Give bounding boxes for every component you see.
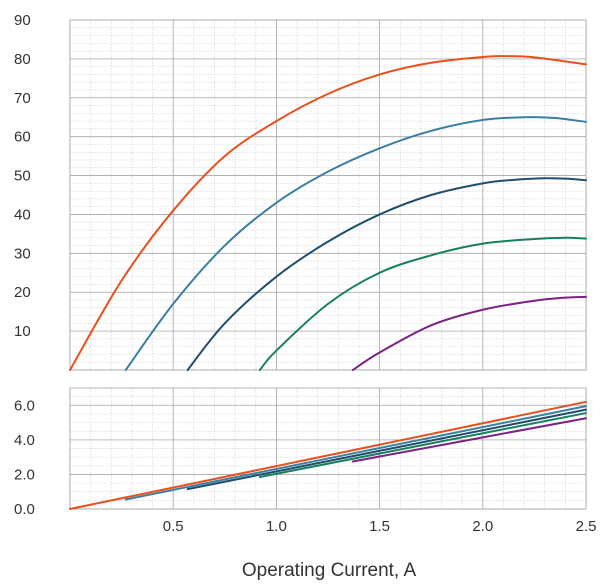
top-y-tick-label: 90 (14, 12, 31, 29)
top-y-tick-label: 10 (14, 323, 31, 340)
top-series-line-2 (124, 116, 587, 371)
top-series-line-4 (258, 236, 587, 371)
bottom-series-line-5 (351, 417, 587, 463)
bottom-series-line-2 (124, 405, 587, 501)
x-tick-labels: 0.5 1.0 1.5 2.0 2.5 (163, 518, 597, 535)
x-tick-label: 2.5 (576, 518, 597, 535)
top-y-tick-label: 40 (14, 206, 31, 223)
bottom-minor-grid (69, 387, 587, 510)
bottom-major-grid (69, 387, 587, 510)
bottom-y-tick-labels: 6.0 4.0 2.0 0.0 (14, 397, 35, 518)
bottom-y-tick-label: 0.0 (14, 501, 35, 518)
bottom-panel: 6.0 4.0 2.0 0.0 0.5 1.0 1.5 2.0 2.5 (14, 387, 597, 535)
bottom-y-tick-label: 2.0 (14, 466, 35, 483)
x-axis-label: Operating Current, A (242, 560, 417, 581)
top-minor-grid (69, 19, 587, 371)
top-series-line-1 (69, 55, 587, 371)
top-y-tick-label: 30 (14, 245, 31, 262)
top-y-tick-label: 50 (14, 168, 31, 185)
bottom-series-lines (69, 400, 587, 510)
x-tick-label: 2.0 (472, 518, 493, 535)
top-y-tick-labels: 90 80 70 60 50 40 30 20 10 (14, 12, 31, 340)
top-series-line-5 (351, 295, 587, 371)
bottom-series-line-4 (258, 412, 587, 479)
top-y-tick-label: 80 (14, 51, 31, 68)
bottom-y-tick-label: 6.0 (14, 397, 35, 414)
top-y-tick-label: 20 (14, 284, 31, 301)
top-series-lines (69, 55, 587, 371)
top-plot-frame (69, 19, 587, 371)
bottom-plot-frame (69, 387, 587, 510)
top-major-grid (69, 19, 587, 371)
top-series-line-3 (186, 177, 587, 371)
top-y-tick-label: 60 (14, 129, 31, 146)
x-tick-label: 0.5 (163, 518, 184, 535)
top-panel: 90 80 70 60 50 40 30 20 10 (14, 12, 587, 371)
top-y-tick-label: 70 (14, 90, 31, 107)
x-tick-label: 1.0 (266, 518, 287, 535)
x-tick-label: 1.5 (369, 518, 390, 535)
bottom-series-line-3 (186, 408, 587, 491)
bottom-y-tick-label: 4.0 (14, 432, 35, 449)
bottom-series-line-1 (69, 400, 587, 510)
